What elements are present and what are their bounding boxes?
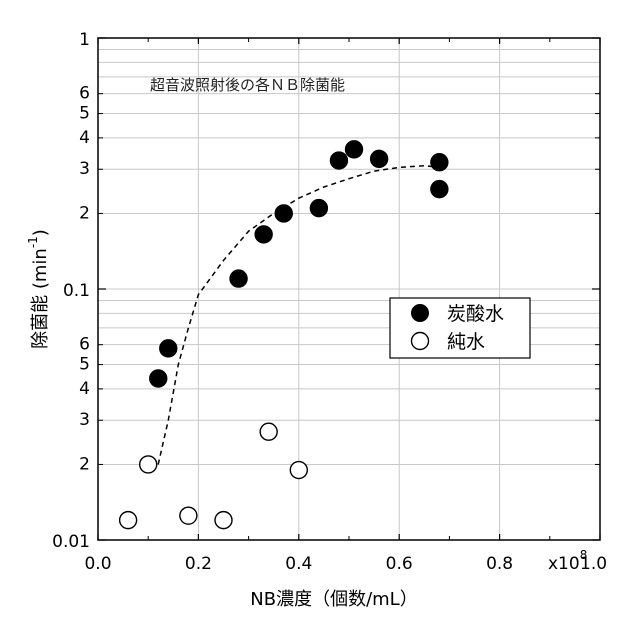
point-carbonated-water: [330, 152, 347, 169]
point-carbonated-water: [275, 205, 292, 222]
point-carbonated-water: [230, 270, 247, 287]
point-carbonated-water: [255, 226, 272, 243]
point-pure-water: [140, 456, 157, 473]
point-carbonated-water: [346, 141, 363, 158]
point-pure-water: [180, 507, 197, 524]
y-major-tick-label: 0.1: [63, 281, 90, 301]
y-major-tick-label: 1: [79, 30, 90, 50]
legend-label-carbonated-water: 炭酸水: [447, 303, 504, 325]
y-axis-label-main: 除菌能 (min: [30, 248, 51, 349]
y-axis-label-close: ): [30, 229, 51, 236]
point-pure-water: [260, 423, 277, 440]
y-minor-tick-label: 4: [79, 379, 90, 399]
x-axis-multiplier-base: x10: [548, 554, 580, 574]
x-axis-multiplier-exponent: 8: [580, 548, 588, 562]
legend-label-pure-water: 純水: [447, 331, 485, 353]
point-carbonated-water: [310, 200, 327, 217]
point-carbonated-water: [160, 340, 177, 357]
y-minor-tick-label: 3: [79, 410, 90, 430]
x-tick-label: 0.4: [285, 554, 312, 574]
point-pure-water: [290, 462, 307, 479]
x-tick-label: 0.6: [386, 554, 413, 574]
y-major-tick-label: 0.01: [52, 532, 90, 552]
point-carbonated-water: [150, 370, 167, 387]
legend-marker-pure-water: [412, 333, 429, 350]
x-tick-label: 0.8: [486, 554, 513, 574]
y-minor-tick-label: 2: [79, 454, 90, 474]
y-axis-label-superscript: -1: [26, 236, 40, 248]
legend: 炭酸水 純水: [390, 298, 530, 358]
grid: [98, 38, 600, 540]
y-minor-tick-label: 5: [79, 355, 90, 375]
chart-annotation: 超音波照射後の各ＮＢ除菌能: [150, 76, 345, 94]
point-carbonated-water: [431, 181, 448, 198]
point-pure-water: [215, 512, 232, 529]
y-minor-tick-label: 6: [79, 335, 90, 355]
point-carbonated-water: [431, 154, 448, 171]
y-minor-tick-label: 4: [79, 128, 90, 148]
point-pure-water: [120, 512, 137, 529]
y-axis-label: 除菌能 (min-1): [26, 229, 51, 349]
y-minor-tick-label: 5: [79, 104, 90, 124]
x-axis-label: NB濃度（個数/mL）: [250, 589, 417, 610]
x-tick-label: 0.2: [185, 554, 212, 574]
legend-marker-carbonated-water: [412, 305, 429, 322]
y-minor-tick-label: 2: [79, 203, 90, 223]
y-minor-tick-label: 3: [79, 159, 90, 179]
y-minor-tick-label: 6: [79, 84, 90, 104]
point-carbonated-water: [371, 150, 388, 167]
x-tick-label: 0.0: [84, 554, 111, 574]
